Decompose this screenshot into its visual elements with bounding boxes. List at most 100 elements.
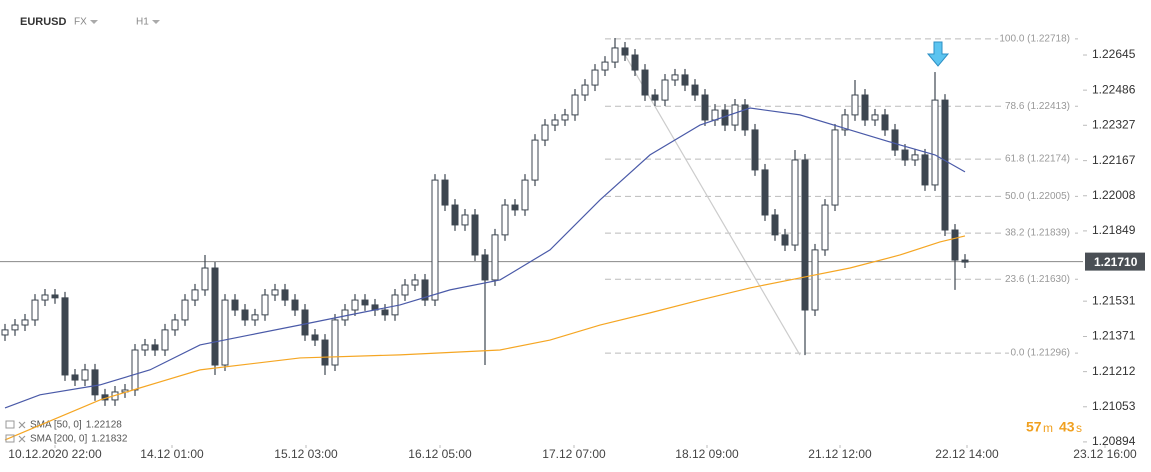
candle-body [561,114,569,121]
plot: 1.22645 1.22486 1.22327 1.22167 1.22008 1.218… [0,32,1145,461]
candle-body [501,204,509,236]
candle-body [461,214,469,226]
dropdown-icon[interactable] [152,20,160,24]
interval[interactable]: H1 [136,17,149,28]
timer-minutes: 57 [1026,419,1042,435]
candle-body [811,249,819,311]
candle-body [631,54,639,71]
candle-body [571,94,579,116]
candle-body [191,289,199,301]
last-price-label: 1.21710 [1094,255,1138,269]
x-tick-label: 18.12 09:00 [675,447,739,461]
candle-body [931,99,939,186]
candle-body [11,324,19,331]
y-tick-label: 1.21531 [1092,293,1136,307]
candle-body [661,79,669,101]
candle-body [61,297,69,376]
candle-body [801,159,809,311]
candle-body [771,214,779,236]
candle-body [401,284,409,296]
candle-body [871,114,879,121]
candle-body [791,159,799,246]
y-tick-label: 1.22486 [1092,82,1136,96]
legend-name: SMA [200, 0] [30,434,87,445]
candle-body [951,229,959,261]
candle-body [611,47,619,63]
candle-body [861,94,869,121]
candle-body [321,339,329,366]
candle-body [211,267,219,366]
legend-value: 1.21832 [91,434,128,445]
candle-body [331,319,339,366]
candle-body [361,299,369,306]
legend-remove[interactable] [18,421,26,429]
candle-body [621,47,629,56]
candle-body [751,129,759,171]
symbol[interactable]: EURUSD [20,16,67,28]
candle-body [641,69,649,96]
market[interactable]: FX [74,17,87,28]
candle-body [1,329,9,336]
candle-body [161,329,169,351]
candle-body [301,309,309,336]
y-tick-label: 1.20894 [1092,434,1136,448]
x-tick-label: 17.12 07:00 [542,447,606,461]
last-price-box [1085,252,1145,271]
candle-body [241,309,249,321]
y-tick-label: 1.21371 [1092,329,1136,343]
x-tick-label: 15.12 03:00 [274,447,338,461]
candle-body [141,344,149,351]
candle-body [231,299,239,311]
candle-body [131,349,139,391]
legend-remove[interactable] [18,435,26,443]
fib-label: 23.6 (1.21630) [1005,274,1070,285]
candle-body [451,204,459,226]
candle-body [281,289,289,301]
candle-body [271,289,279,296]
candle-body [671,74,679,81]
candle-body [851,94,859,116]
x-tick-label: 14.12 01:00 [140,447,204,461]
dropdown-icon[interactable] [90,20,98,24]
candle-body [201,267,209,291]
candle-body [81,369,89,381]
candle-body [481,254,489,281]
candle-body [901,149,909,161]
candle-body [431,179,439,301]
fib-label: 61.8 (1.22174) [1005,154,1070,165]
candle-body [541,124,549,141]
candle-body [891,129,899,151]
candle-body [181,299,189,321]
y-tick-label: 1.21212 [1092,364,1136,378]
candle-body [311,334,319,341]
y-tick-label: 1.22327 [1092,117,1136,131]
candle-body [381,309,389,316]
timer-seconds: 43 [1059,419,1075,435]
candle-body [761,169,769,216]
candle-body [471,214,479,256]
legend-value: 1.22128 [86,420,123,431]
candle-body [441,179,449,206]
candle-body [351,299,359,311]
candle-body [691,84,699,96]
candle-body [601,61,609,71]
legend-name: SMA [50, 0] [30,420,82,431]
candle-body [251,314,259,321]
legend-icon [5,434,15,443]
candle-body [491,234,499,281]
candle-body [591,69,599,86]
candle-body [711,109,719,121]
y-tick-label: 1.22645 [1092,47,1136,61]
candle-body [531,139,539,181]
candle-body [171,319,179,331]
candle-body [411,279,419,286]
candle-body [781,234,789,246]
candle-body [91,369,99,396]
x-tick-label: 22.12 14:00 [935,447,999,461]
candle-body [681,74,689,86]
fib-label: 78.6 (1.22413) [1005,101,1070,112]
candle-body [151,344,159,351]
y-tick-label: 1.22008 [1092,188,1136,202]
candle-body [71,374,79,381]
